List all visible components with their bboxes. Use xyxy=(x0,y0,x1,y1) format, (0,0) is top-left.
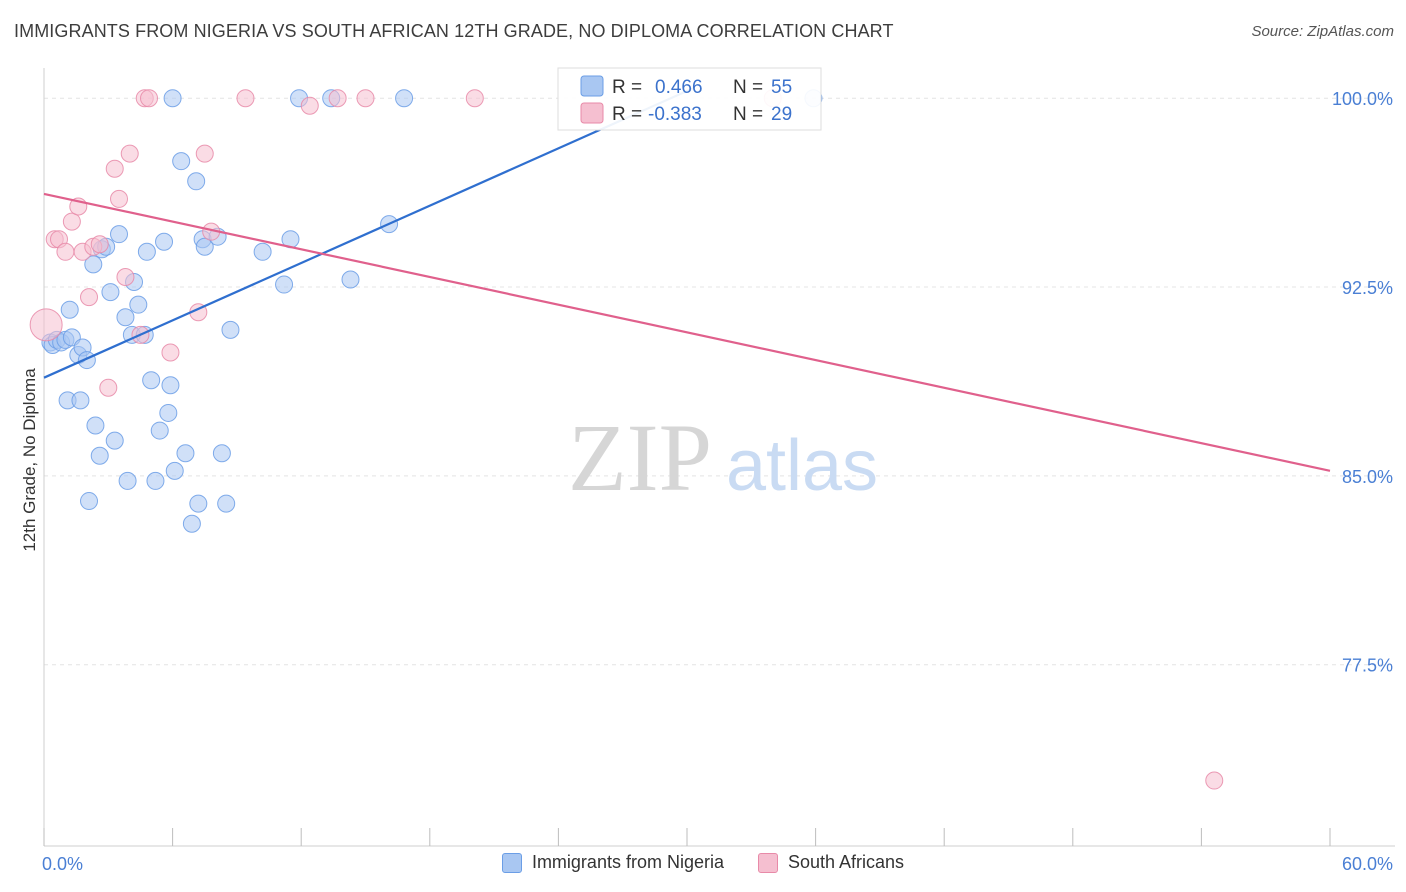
point-nigeria-48 xyxy=(275,275,294,294)
point-south-africans-9 xyxy=(90,235,109,254)
point-nigeria-40 xyxy=(189,494,208,513)
y-tick-label-3: 100.0% xyxy=(1332,89,1393,109)
legend-label-south-africans: South Africans xyxy=(787,852,905,872)
n-value-row1: 55 xyxy=(771,77,792,98)
x-tick-label-0: 0.0% xyxy=(42,854,83,874)
trend-lines xyxy=(43,87,1331,472)
legend-label-nigeria: Immigrants from Nigeria xyxy=(531,852,724,872)
point-nigeria-13 xyxy=(84,255,103,274)
y-tick-label-2: 92.5% xyxy=(1342,278,1393,298)
y-tick-label-1: 85.0% xyxy=(1342,467,1393,487)
r-label-row1: R = xyxy=(612,77,642,98)
point-nigeria-21 xyxy=(116,308,135,327)
trend-line-nigeria xyxy=(43,87,694,379)
point-nigeria-30 xyxy=(150,421,169,440)
point-south-africans-4 xyxy=(62,212,81,231)
point-nigeria-45 xyxy=(217,494,236,513)
x-tick-label-1: 60.0% xyxy=(1342,854,1393,874)
point-nigeria-18 xyxy=(101,283,120,302)
axes xyxy=(43,68,1395,847)
r-label-row2: R = xyxy=(612,104,642,125)
point-nigeria-31 xyxy=(155,232,174,251)
point-south-africans-25 xyxy=(356,89,375,108)
point-south-africans-28 xyxy=(1205,771,1224,790)
point-south-africans-17 xyxy=(140,89,159,108)
source-label: Source: ZipAtlas.com xyxy=(1251,23,1394,40)
watermark-atlas: atlas xyxy=(726,426,878,506)
point-south-africans-7 xyxy=(80,288,99,307)
point-south-africans-12 xyxy=(110,189,129,208)
point-nigeria-22 xyxy=(118,471,137,490)
r-value-row2: -0.383 xyxy=(648,104,702,125)
point-south-africans-0 xyxy=(29,308,63,342)
legend-item-south-africans[interactable]: South Africans xyxy=(757,852,905,873)
point-south-africans-23 xyxy=(300,96,319,115)
point-south-africans-10 xyxy=(99,378,118,397)
point-nigeria-47 xyxy=(253,242,272,261)
tick-labels: 77.5% 85.0% 92.5% 100.0% 0.0% 60.0% xyxy=(42,89,1393,874)
n-value-row2: 29 xyxy=(771,104,792,125)
legend-swatch-south-africans xyxy=(757,852,778,873)
point-south-africans-11 xyxy=(105,159,124,178)
point-south-africans-18 xyxy=(161,343,180,362)
watermark-zip: ZIP xyxy=(568,404,712,511)
legend-item-nigeria[interactable]: Immigrants from Nigeria xyxy=(501,852,724,873)
point-nigeria-32 xyxy=(159,403,178,422)
y-tick-label-0: 77.5% xyxy=(1342,656,1393,676)
point-nigeria-37 xyxy=(176,444,195,463)
point-nigeria-46 xyxy=(221,320,240,339)
grid-lines xyxy=(44,97,1395,666)
point-south-africans-24 xyxy=(328,89,347,108)
stats-legend: R = 0.466 N = 55 R = -0.383 N = 29 xyxy=(557,67,822,131)
point-nigeria-9 xyxy=(71,391,90,410)
n-label-row1: N = xyxy=(733,77,763,98)
point-nigeria-27 xyxy=(137,242,156,261)
point-nigeria-12 xyxy=(80,492,99,511)
data-points xyxy=(29,89,1224,790)
series-legend: Immigrants from Nigeria South Africans xyxy=(0,852,1406,873)
n-label-row2: N = xyxy=(733,104,763,125)
point-nigeria-52 xyxy=(341,270,360,289)
point-south-africans-20 xyxy=(195,144,214,163)
point-nigeria-14 xyxy=(86,416,105,435)
point-nigeria-39 xyxy=(187,172,206,191)
stats-swatch-nigeria xyxy=(580,75,604,97)
point-nigeria-33 xyxy=(161,376,180,395)
point-nigeria-20 xyxy=(110,225,129,244)
watermark: ZIP atlas xyxy=(568,404,878,511)
point-nigeria-25 xyxy=(129,295,148,314)
point-nigeria-44 xyxy=(212,444,231,463)
point-nigeria-29 xyxy=(146,471,165,490)
point-nigeria-36 xyxy=(172,152,191,171)
chart-title: IMMIGRANTS FROM NIGERIA VS SOUTH AFRICAN… xyxy=(14,21,894,41)
point-nigeria-15 xyxy=(90,446,109,465)
point-nigeria-19 xyxy=(105,431,124,450)
point-nigeria-28 xyxy=(142,371,161,390)
trend-line-south-africans xyxy=(43,192,1331,472)
point-nigeria-34 xyxy=(163,89,182,108)
point-south-africans-22 xyxy=(236,89,255,108)
point-nigeria-6 xyxy=(60,300,79,319)
point-nigeria-35 xyxy=(165,461,184,480)
legend-swatch-nigeria xyxy=(501,852,522,873)
stats-swatch-south-africans xyxy=(580,102,604,124)
point-south-africans-3 xyxy=(56,242,75,261)
point-nigeria-54 xyxy=(395,89,414,108)
point-south-africans-26 xyxy=(465,89,484,108)
r-value-row1: 0.466 xyxy=(655,77,703,98)
point-nigeria-38 xyxy=(182,514,201,533)
point-south-africans-13 xyxy=(116,267,135,286)
point-nigeria-42 xyxy=(195,237,214,256)
point-south-africans-14 xyxy=(120,144,139,163)
